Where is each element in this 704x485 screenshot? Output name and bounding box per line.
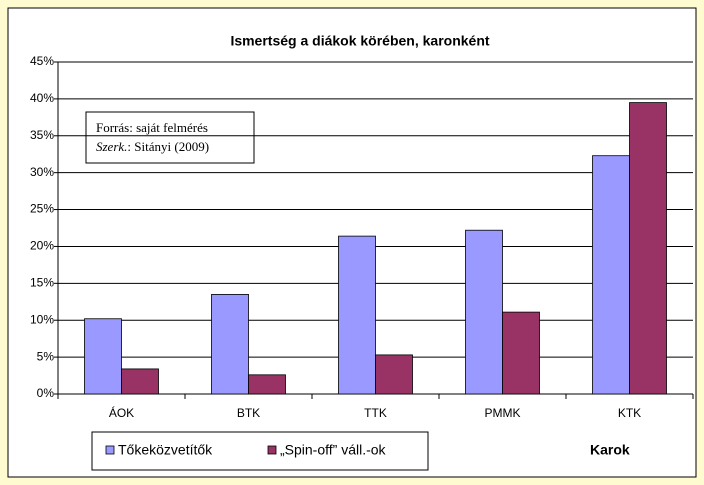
bar (84, 318, 122, 395)
y-tick-label: 30% (30, 165, 54, 179)
y-tick-label: 20% (30, 239, 54, 253)
x-tick-label: BTK (237, 406, 260, 420)
legend-label: „Spin-off” váll.-ok (280, 442, 387, 458)
y-tick-label: 5% (37, 349, 55, 363)
x-tick-label: KTK (618, 406, 641, 420)
bar (465, 229, 503, 395)
x-axis-label: Karok (590, 442, 630, 458)
bar (121, 368, 159, 395)
y-tick-label: 25% (30, 202, 54, 216)
legend-swatch (267, 445, 277, 455)
y-tick-label: 40% (30, 91, 54, 105)
bar (629, 102, 667, 395)
x-tick-label: TTK (364, 406, 387, 420)
annotation-box (85, 111, 255, 164)
legend-swatch (105, 445, 115, 455)
y-tick-label: 45% (30, 54, 54, 68)
legend-label: Tőkeközvetítők (118, 442, 213, 458)
annotation-line: Szerk.: Sitányi (2009) (96, 139, 209, 154)
bar (248, 374, 286, 395)
bar (338, 235, 376, 395)
annotation-italic: Szerk. (96, 139, 127, 154)
legend (91, 431, 429, 471)
annotation-line: Forrás: saját felmérés (96, 120, 208, 135)
bar (375, 354, 413, 395)
bar (502, 311, 540, 395)
y-tick-label: 0% (37, 386, 55, 400)
x-tick-label: ÁOK (109, 405, 134, 420)
y-tick-label: 35% (30, 128, 54, 142)
bar (211, 293, 249, 395)
x-tick-label: PMMK (485, 406, 521, 420)
bar (592, 155, 630, 395)
chart-title: Ismertség a diákok körében, karonként (230, 33, 489, 49)
annotation-rest: : Sitányi (2009) (127, 139, 209, 154)
y-tick-label: 15% (30, 276, 54, 290)
y-tick-label: 10% (30, 312, 54, 326)
